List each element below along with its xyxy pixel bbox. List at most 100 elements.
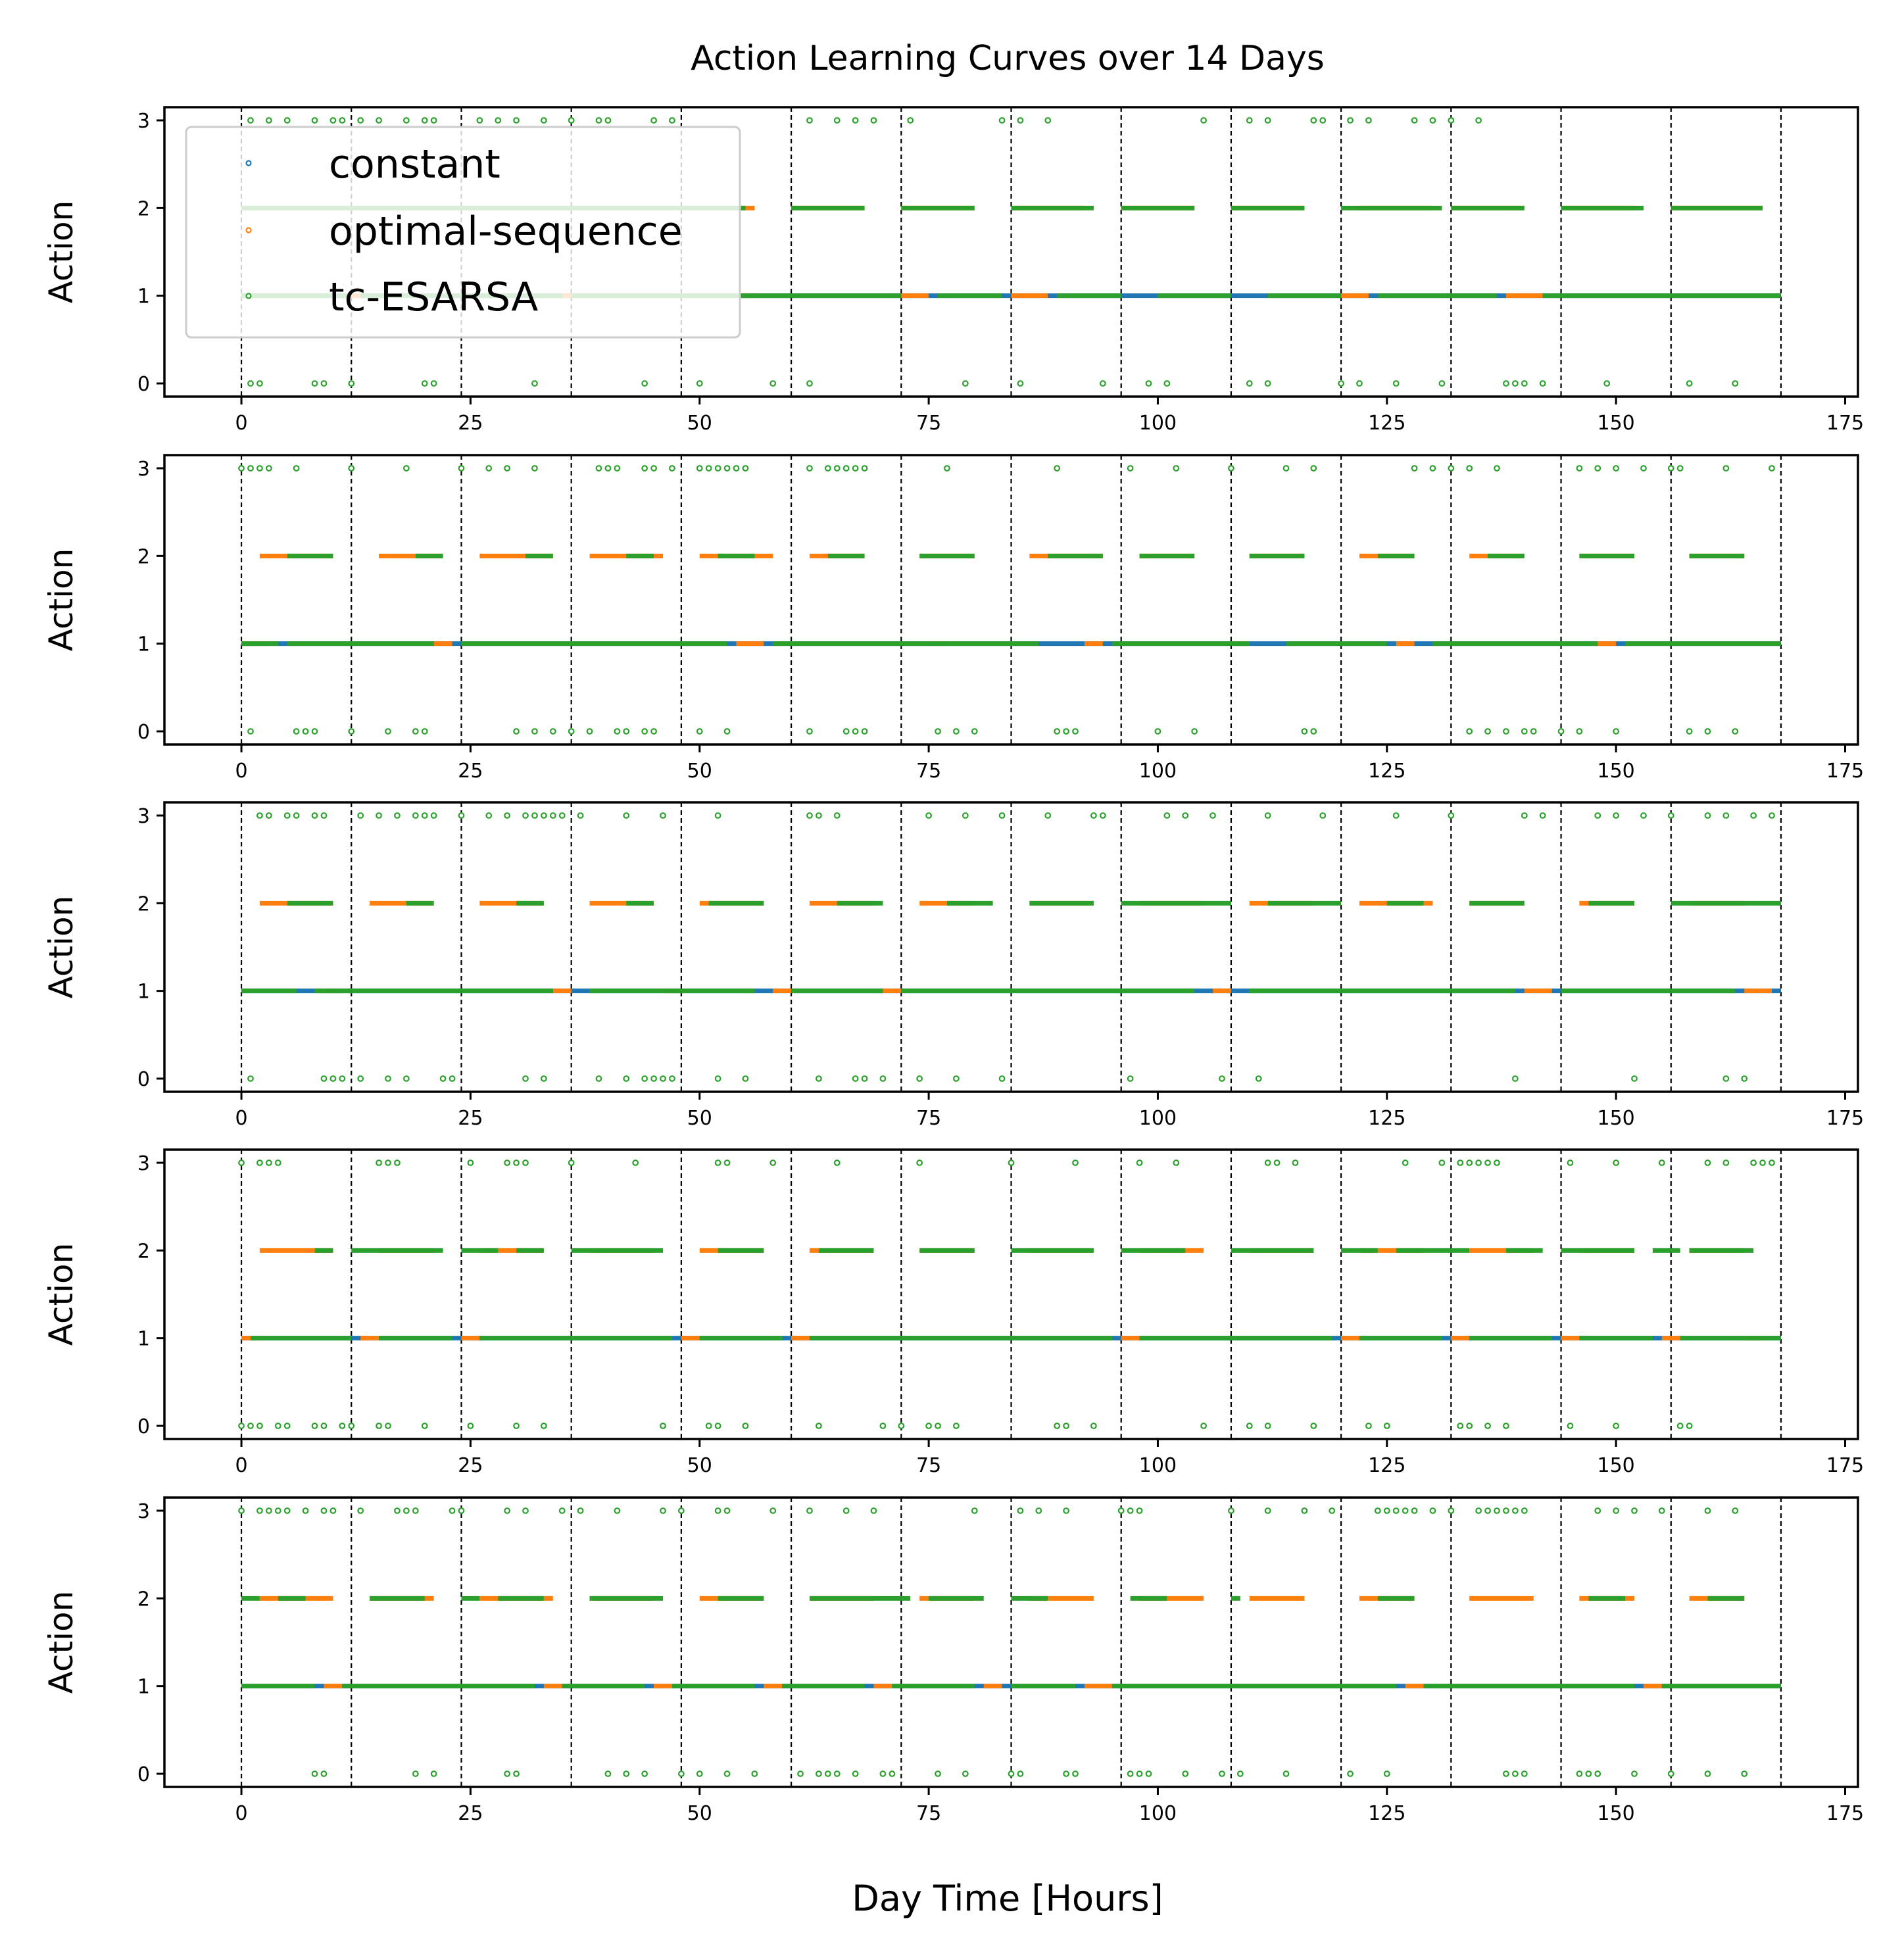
x-tick-label: 150 — [1598, 412, 1635, 435]
tc-esarsa-point — [577, 1507, 584, 1514]
tc-esarsa-point — [998, 1075, 1006, 1082]
y-tick-label: 2 — [137, 545, 150, 568]
tc-esarsa-point — [376, 117, 382, 124]
tc-esarsa-point — [1667, 1770, 1674, 1777]
tc-esarsa-point — [833, 1159, 841, 1166]
tc-esarsa-point — [1466, 1159, 1473, 1166]
tc-esarsa-point — [1511, 380, 1519, 387]
tc-esarsa-point — [723, 1159, 731, 1166]
x-tick-label: 125 — [1368, 1802, 1405, 1825]
tc-esarsa-point — [265, 1159, 272, 1166]
tc-esarsa-point — [458, 1507, 465, 1514]
tc-esarsa-point — [1704, 1507, 1711, 1514]
y-tick-label: 3 — [137, 1152, 150, 1175]
tc-esarsa-point — [348, 728, 355, 735]
x-tick-label: 175 — [1826, 1107, 1864, 1130]
tc-esarsa-point — [889, 1770, 896, 1777]
tc-esarsa-point — [1613, 1159, 1620, 1166]
tc-esarsa-point — [669, 117, 675, 124]
tc-esarsa-point — [256, 812, 263, 819]
tc-esarsa-point — [742, 1423, 749, 1429]
tc-esarsa-point — [394, 812, 401, 819]
tc-esarsa-point — [1613, 728, 1620, 735]
tc-esarsa-point — [998, 117, 1006, 124]
tc-esarsa-point — [833, 465, 841, 472]
tc-esarsa-point — [339, 117, 346, 124]
tc-esarsa-point — [540, 117, 547, 124]
tc-esarsa-point — [1008, 1159, 1015, 1166]
tc-esarsa-point — [1613, 812, 1620, 819]
y-tick-label: 0 — [137, 1068, 150, 1091]
tc-esarsa-point — [842, 1507, 850, 1514]
tc-esarsa-point — [962, 812, 969, 819]
tc-esarsa-point — [274, 1507, 281, 1514]
axes-frame — [163, 1496, 1859, 1788]
tc-esarsa-point — [238, 465, 245, 472]
tc-esarsa-point — [1347, 117, 1354, 124]
tc-esarsa-point — [595, 1075, 602, 1082]
tc-esarsa-point — [861, 1075, 868, 1082]
tc-esarsa-point — [302, 728, 309, 735]
tc-esarsa-point — [293, 728, 300, 735]
tc-esarsa-point — [962, 380, 969, 387]
tc-esarsa-point — [1466, 1423, 1473, 1429]
tc-esarsa-point — [586, 728, 593, 735]
subplot-2: 0 1 2 3 0 25 50 75 100 125 150 175 Action — [42, 454, 1864, 783]
x-tick-label: 75 — [916, 1802, 941, 1825]
y-tick-label: 0 — [137, 373, 150, 396]
tc-esarsa-point — [870, 117, 877, 124]
tc-esarsa-point — [604, 465, 612, 472]
tc-esarsa-point — [320, 812, 328, 819]
x-tick-label: 125 — [1368, 412, 1405, 435]
tc-esarsa-point — [1750, 812, 1757, 819]
tc-esarsa-point — [1594, 1770, 1601, 1777]
tc-esarsa-point — [504, 465, 511, 472]
tc-esarsa-point — [1686, 728, 1693, 735]
tc-esarsa-point — [952, 1075, 960, 1082]
tc-esarsa-point — [1722, 465, 1730, 472]
tc-esarsa-point — [348, 1423, 355, 1429]
x-tick-label: 0 — [235, 760, 247, 783]
tc-esarsa-point — [430, 1770, 437, 1777]
tc-esarsa-point — [339, 1075, 346, 1082]
tc-esarsa-point — [513, 728, 520, 735]
tc-esarsa-point — [935, 1423, 941, 1429]
tc-esarsa-point — [1438, 380, 1446, 387]
tc-esarsa-point — [1072, 1770, 1079, 1777]
tc-esarsa-point — [1145, 380, 1152, 387]
tc-esarsa-point — [348, 465, 355, 472]
tc-esarsa-point — [412, 728, 419, 735]
tc-esarsa-point — [1246, 380, 1253, 387]
tc-esarsa-point — [311, 812, 318, 819]
tc-esarsa-point — [504, 1159, 511, 1166]
tc-esarsa-point — [632, 1159, 639, 1166]
x-tick-label: 0 — [235, 412, 247, 435]
tc-esarsa-point — [1035, 1507, 1042, 1514]
tc-esarsa-point — [660, 812, 666, 819]
tc-esarsa-point — [385, 728, 391, 735]
y-tick-label: 0 — [137, 721, 150, 744]
tc-esarsa-point — [1640, 812, 1647, 819]
tc-esarsa-point — [1448, 117, 1455, 124]
tc-esarsa-point — [403, 1075, 410, 1082]
tc-esarsa-point — [1722, 812, 1730, 819]
x-tick-label: 175 — [1826, 412, 1864, 435]
tc-esarsa-point — [742, 1075, 749, 1082]
tc-esarsa-point — [265, 465, 272, 472]
tc-esarsa-point — [1017, 117, 1024, 124]
tc-esarsa-point — [1511, 1770, 1519, 1777]
tc-esarsa-point — [311, 1770, 318, 1777]
tc-esarsa-point — [513, 1423, 520, 1429]
tc-esarsa-point — [540, 1075, 547, 1082]
tc-esarsa-point — [1099, 812, 1106, 819]
tc-esarsa-point — [971, 728, 978, 735]
tc-esarsa-point — [1090, 812, 1097, 819]
y-tick-label: 2 — [137, 197, 150, 220]
tc-esarsa-point — [1044, 812, 1052, 819]
tc-esarsa-point — [1319, 117, 1327, 124]
tc-esarsa-point — [1503, 728, 1509, 735]
tc-esarsa-point — [1457, 1159, 1464, 1166]
tc-esarsa-point — [1769, 465, 1775, 472]
legend-marker-tc-ESARSA — [245, 293, 252, 299]
